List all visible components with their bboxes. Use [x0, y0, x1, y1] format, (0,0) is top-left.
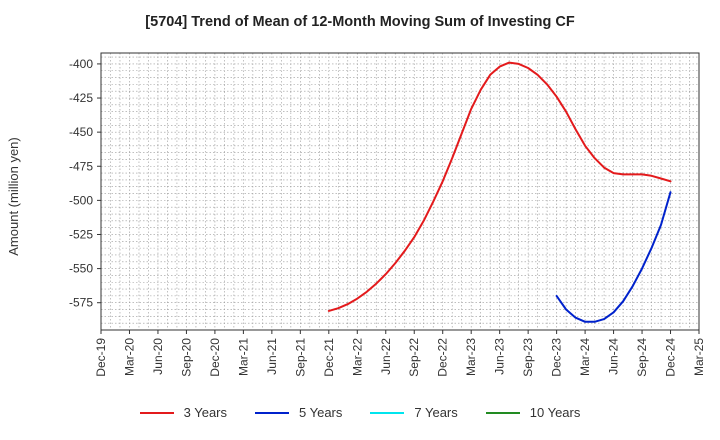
- legend-label: 5 Years: [299, 405, 343, 420]
- x-tick-label: Jun-21: [265, 338, 279, 375]
- y-tick-label: -425: [69, 91, 93, 105]
- legend-item-10-years: 10 Years: [485, 405, 581, 420]
- x-tick-label: Sep-22: [407, 338, 421, 377]
- x-tick-label: Sep-20: [179, 338, 193, 377]
- x-tick-label: Mar-25: [692, 338, 706, 376]
- chart-title: [5704] Trend of Mean of 12-Month Moving …: [145, 14, 575, 30]
- x-tick-label: Mar-20: [122, 338, 136, 376]
- y-tick-label: -550: [69, 262, 93, 276]
- y-tick-label: -525: [69, 227, 93, 241]
- x-tick-label: Mar-22: [350, 338, 364, 376]
- x-tick-label: Jun-20: [151, 338, 165, 375]
- plot-frame: [100, 52, 700, 331]
- y-axis: -400 -425 -450 -475 -500 -525 -550 -575: [69, 57, 101, 310]
- y-tick-label: -575: [69, 296, 93, 310]
- x-tick-label: Mar-23: [464, 338, 478, 376]
- x-tick-label: Mar-24: [578, 338, 592, 376]
- legend-swatch: [370, 411, 405, 414]
- x-tick-label: Dec-21: [322, 338, 336, 377]
- legend-swatch: [485, 411, 520, 414]
- legend-label: 3 Years: [183, 405, 227, 420]
- series-line-3-years: [327, 61, 672, 312]
- y-tick-label: -400: [69, 57, 93, 71]
- y-axis-label: Amount (million yen): [6, 137, 21, 256]
- x-tick-label: Sep-23: [521, 338, 535, 377]
- legend-item-3-years: 3 Years: [139, 405, 227, 420]
- y-tick-label: -500: [69, 193, 93, 207]
- legend: 3 Years 5 Years 7 Years 10 Years: [0, 405, 720, 420]
- x-tick-label: Mar-21: [236, 338, 250, 376]
- x-tick-label: Sep-24: [635, 338, 649, 377]
- x-axis: Dec-19 Mar-20 Jun-20 Sep-20 Dec-20 Mar-21 Jun-…: [94, 330, 706, 377]
- legend-label: 7 Years: [414, 405, 458, 420]
- series-line-5-years: [555, 191, 672, 323]
- x-tick-label: Dec-22: [436, 338, 450, 377]
- y-tick-label: -475: [69, 159, 93, 173]
- x-tick-label: Jun-24: [607, 338, 621, 375]
- x-tick-label: Sep-21: [293, 338, 307, 377]
- legend-item-5-years: 5 Years: [255, 405, 342, 420]
- x-tick-label: Dec-23: [550, 338, 564, 377]
- legend-swatch: [139, 411, 174, 414]
- x-tick-label: Dec-20: [208, 338, 222, 377]
- legend-label: 10 Years: [529, 405, 581, 420]
- legend-item-7-years: 7 Years: [370, 405, 458, 420]
- grid: [100, 53, 700, 331]
- x-tick-label: Dec-24: [664, 338, 678, 377]
- x-tick-label: Jun-23: [493, 338, 507, 375]
- series-lines: [327, 61, 672, 323]
- legend-swatch: [255, 411, 289, 414]
- y-tick-label: -450: [69, 125, 93, 139]
- x-tick-label: Jun-22: [379, 338, 393, 375]
- x-tick-label: Dec-19: [94, 338, 108, 377]
